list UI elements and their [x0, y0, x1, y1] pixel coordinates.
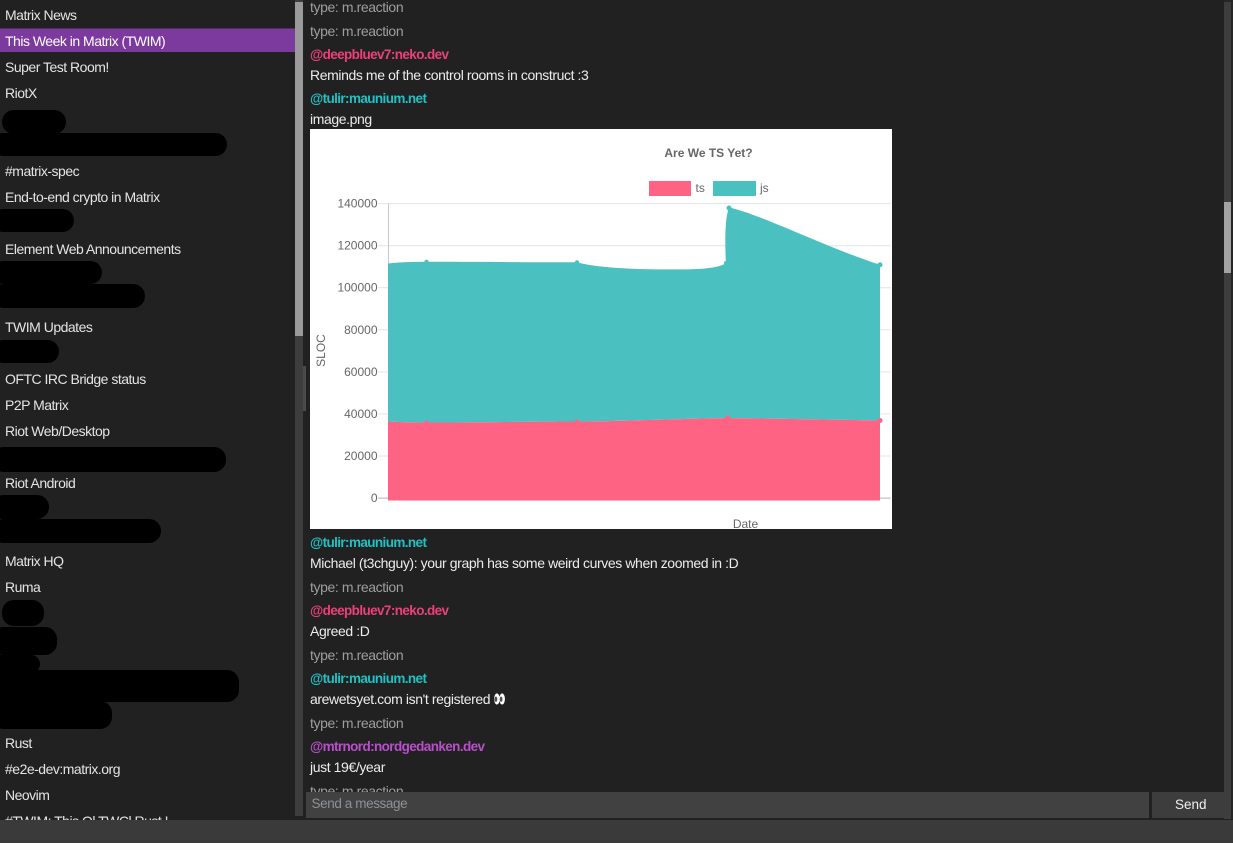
svg-text:js: js: [759, 181, 769, 195]
svg-text:Date: Date: [733, 517, 759, 529]
svg-text:140000: 140000: [337, 197, 377, 211]
svg-text:0: 0: [371, 491, 378, 505]
svg-text:80000: 80000: [344, 323, 378, 337]
svg-text:120000: 120000: [337, 239, 377, 253]
svg-text:100000: 100000: [337, 281, 377, 295]
svg-text:SLOC: SLOC: [314, 334, 328, 367]
svg-text:20000: 20000: [344, 449, 378, 463]
svg-text:ts: ts: [696, 181, 705, 195]
svg-text:Are We TS Yet?: Are We TS Yet?: [664, 146, 752, 160]
svg-text:40000: 40000: [344, 407, 378, 421]
svg-text:60000: 60000: [344, 365, 378, 379]
